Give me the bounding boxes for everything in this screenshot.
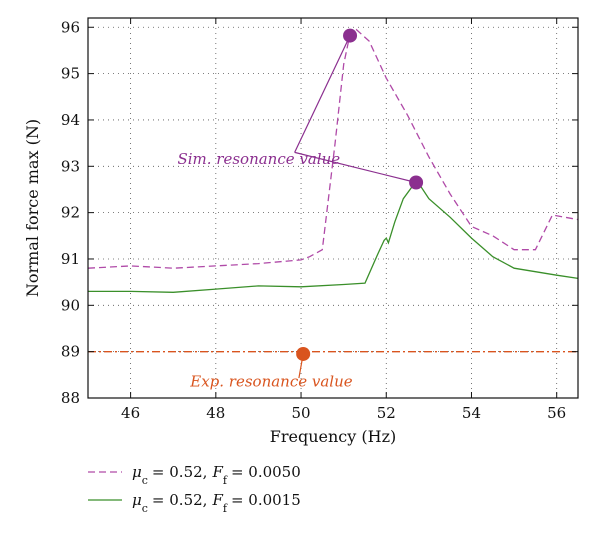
y-tick-label-1: 89 xyxy=(61,343,80,361)
series-line-0 xyxy=(87,28,579,269)
annotation-label-1: Exp. resonance value xyxy=(189,372,353,390)
y-tick-label-2: 90 xyxy=(61,296,80,314)
annotation-leader-0-1 xyxy=(294,151,417,184)
legend-label-0: μc = 0.52, Ff = 0.0050 xyxy=(132,463,301,487)
resonance-point-0 xyxy=(343,28,358,43)
annotation-label-0: Sim. resonance value xyxy=(177,150,340,168)
resonance-point-1 xyxy=(409,175,424,190)
y-axis-label: Normal force max (N) xyxy=(23,119,42,297)
x-tick-label-5: 56 xyxy=(547,404,566,422)
y-tick-label-3: 91 xyxy=(61,250,80,268)
series-layer xyxy=(87,28,579,353)
x-tick-label-0: 46 xyxy=(121,404,140,422)
x-tick-label-4: 54 xyxy=(462,404,481,422)
legend-entry-1: μc = 0.52, Ff = 0.0015 xyxy=(88,491,301,515)
legend: μc = 0.52, Ff = 0.0050 μc = 0.52, Ff = 0.0015 xyxy=(88,463,301,515)
legend-entry-0: μc = 0.52, Ff = 0.0050 xyxy=(88,463,301,487)
tick-labels: 46 48 50 52 54 56 88 89 90 91 92 93 94 95 96 xyxy=(61,18,566,422)
y-tick-label-7: 95 xyxy=(61,65,80,83)
plot-frame xyxy=(87,17,579,399)
y-tick-label-4: 92 xyxy=(61,204,80,222)
annotation-leader-0-0 xyxy=(294,35,351,153)
y-tick-label-6: 94 xyxy=(61,111,80,129)
x-tick-label-1: 48 xyxy=(206,404,225,422)
y-tick-label-5: 93 xyxy=(61,157,80,175)
points-layer xyxy=(296,28,424,361)
axis-ticks xyxy=(88,18,578,399)
x-tick-label-3: 52 xyxy=(377,404,396,422)
grid xyxy=(88,18,578,399)
series-line-1 xyxy=(88,181,579,293)
x-tick-label-2: 50 xyxy=(291,404,310,422)
resonance-point-2 xyxy=(296,346,311,361)
annotation-layer: Sim. resonance value Exp. resonance value xyxy=(177,35,417,390)
legend-label-1: μc = 0.52, Ff = 0.0015 xyxy=(132,491,301,515)
x-axis-label: Frequency (Hz) xyxy=(270,427,397,446)
y-tick-label-0: 88 xyxy=(61,389,80,407)
y-tick-label-8: 96 xyxy=(61,18,80,36)
